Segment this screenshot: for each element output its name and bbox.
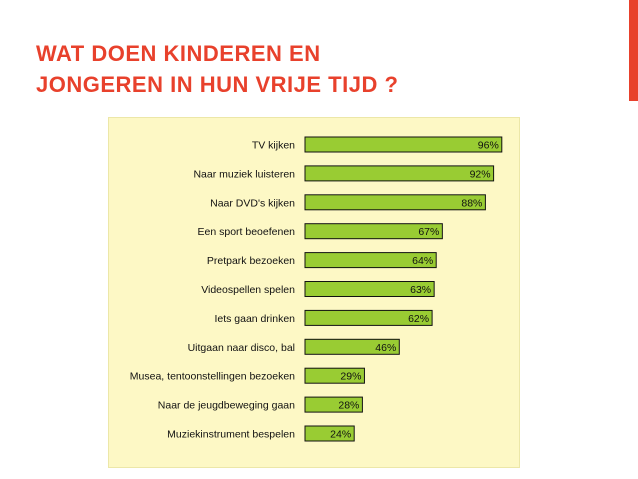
bar [304, 338, 400, 355]
bar [304, 252, 437, 269]
slide-title-line-1: WAT DOEN KINDEREN EN [36, 41, 321, 66]
category-label: Iets gaan drinken [214, 313, 295, 325]
category-label: Naar muziek luisteren [193, 168, 295, 180]
bar [304, 396, 363, 413]
bar [304, 281, 435, 297]
value-label: 62% [408, 313, 429, 325]
bar [304, 223, 443, 240]
value-label: 88% [461, 197, 482, 209]
category-label: Musea, tentoonstellingen bezoeken [130, 371, 295, 383]
category-label: Uitgaan naar disco, bal [188, 342, 295, 354]
value-label: 96% [478, 140, 499, 152]
category-label: Muziekinstrument bespelen [167, 429, 295, 441]
bar [304, 136, 503, 153]
bar [304, 367, 365, 384]
value-label: 46% [375, 342, 396, 354]
category-label: Videospellen spelen [201, 284, 295, 296]
bar [304, 194, 486, 211]
category-label: Naar DVD's kijken [210, 197, 295, 209]
accent-bar [629, 0, 638, 101]
value-label: 67% [418, 226, 439, 238]
category-label: Een sport beoefenen [198, 226, 296, 238]
value-label: 64% [412, 255, 433, 267]
value-label: 29% [340, 371, 361, 383]
chart-panel: TV kijken 96% Naar muziek luisteren 92% Naar… [108, 117, 520, 468]
value-label: 92% [470, 168, 491, 180]
value-label: 24% [330, 429, 351, 441]
bar [304, 309, 433, 326]
bar [304, 425, 355, 442]
bar-chart: TV kijken 96% Naar muziek luisteren 92% Naar… [130, 136, 503, 442]
category-label: TV kijken [252, 140, 295, 152]
category-label: Naar de jeugdbeweging gaan [158, 400, 295, 412]
slide-title: WAT DOEN KINDEREN EN JONGEREN IN HUN VRI… [36, 38, 596, 100]
slide-title-line-2: JONGEREN IN HUN VRIJE TIJD ? [36, 72, 399, 97]
category-label: Pretpark bezoeken [207, 255, 295, 267]
value-label: 63% [410, 284, 431, 296]
bar [304, 165, 495, 182]
value-label: 28% [338, 400, 359, 412]
